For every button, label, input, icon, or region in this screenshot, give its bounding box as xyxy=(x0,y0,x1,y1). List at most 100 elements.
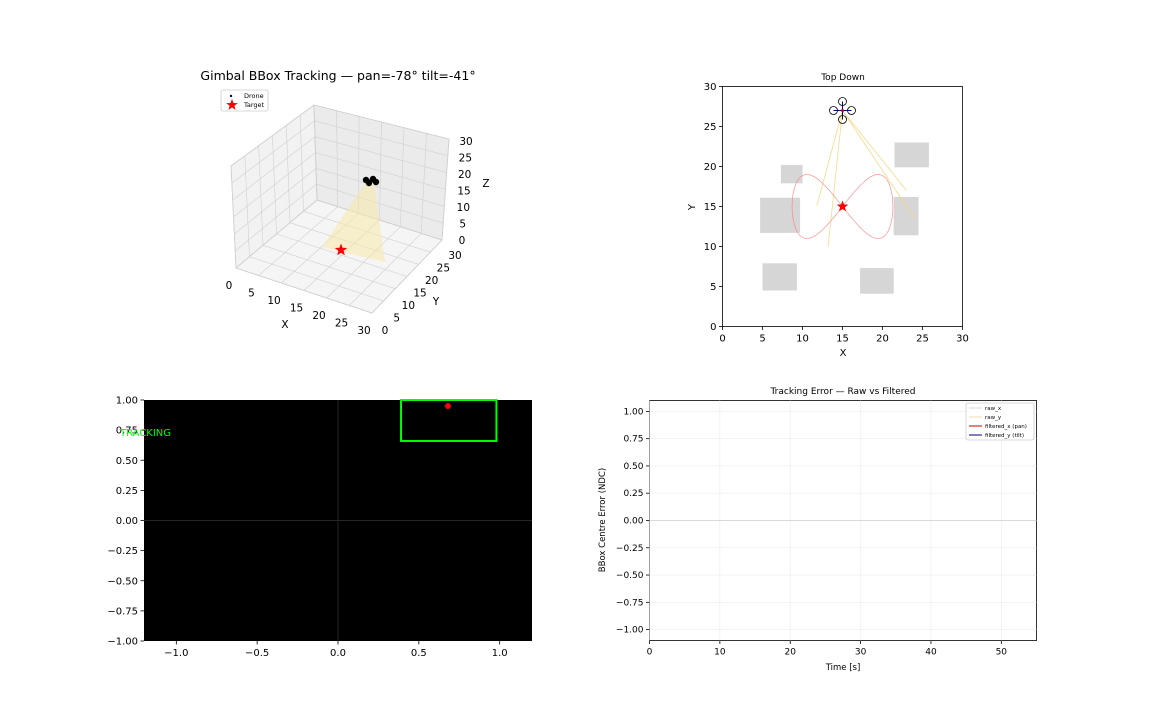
chart-title-3d: Gimbal BBox Tracking — pan=-78° tilt=-41… xyxy=(200,68,475,83)
y-tick-label: 0.00 xyxy=(623,517,643,527)
x-axis-label-3d: X xyxy=(281,319,288,331)
y-tick-label: 0.75 xyxy=(623,435,643,445)
legend-drone-label: Drone xyxy=(244,92,264,100)
x-tick-label: 30 xyxy=(956,334,969,345)
x-tick-label: 20 xyxy=(785,648,797,658)
panel-tracking-error: Tracking Error — Raw vs Filtered 0 10 20 30… xyxy=(598,387,1037,673)
target-marker-top-down xyxy=(836,200,849,212)
panel-top-down: Top Down 0 5 10 15 20 25 30 0 5 10 15 20 25 30 X Y xyxy=(687,73,969,359)
obstacle xyxy=(760,197,801,233)
obstacle xyxy=(762,263,797,291)
z-tick-label-3d: 15 xyxy=(457,186,470,198)
x-tick-label: 0 xyxy=(647,648,653,658)
y-tick-label: 25 xyxy=(704,122,717,133)
legend-raw-x-label: raw_x xyxy=(985,406,1002,412)
obstacle xyxy=(894,142,929,168)
x-tick-label: 1.0 xyxy=(492,648,508,659)
y-tick-label: 1.00 xyxy=(116,396,138,407)
chart-title-tracking-error: Tracking Error — Raw vs Filtered xyxy=(770,387,916,397)
y-tick-label: −0.50 xyxy=(107,576,138,587)
obstacle xyxy=(860,268,894,294)
y-tick-label: 0.50 xyxy=(116,456,138,467)
z-tick-label-3d: 0 xyxy=(459,235,466,247)
y-tick-label: 0 xyxy=(710,322,716,333)
chart-title-top-down: Top Down xyxy=(820,73,865,83)
grid-line-3d xyxy=(441,138,450,241)
gimbal-beam-3d xyxy=(322,181,385,262)
panel-3d-view: Gimbal BBox Tracking — pan=-78° tilt=-41… xyxy=(200,68,489,337)
x-tick-label: −0.5 xyxy=(245,648,269,659)
z-axis-label-3d: Z xyxy=(482,178,489,190)
x-tick-label: 40 xyxy=(925,648,937,658)
y-tick-label-3d: 0 xyxy=(382,325,389,337)
x-tick-label-3d: 10 xyxy=(267,295,280,307)
x-axis-label-top-down: X xyxy=(840,348,847,359)
y-tick-label: 0.75 xyxy=(116,426,138,437)
grid-line-3d xyxy=(371,239,443,314)
panel-camera-view: −1.0 −0.5 0.0 0.5 1.0 1.00 0.75 0.50 0.25 0.00 −0… xyxy=(107,396,532,659)
x-tick-label-3d: 15 xyxy=(290,303,303,315)
drone-rotor xyxy=(847,106,856,115)
y-tick-label: 30 xyxy=(704,82,717,93)
z-tick-label-3d: 30 xyxy=(459,136,472,148)
y-tick-label: 0.25 xyxy=(116,486,138,497)
x-tick-labels-3d: 0 5 10 15 20 25 30 xyxy=(226,280,371,337)
y-tick-label-3d: 25 xyxy=(437,263,450,275)
legend-target-label: Target xyxy=(243,101,265,109)
y-tick-label-3d: 10 xyxy=(402,300,415,312)
z-tick-label-3d: 25 xyxy=(459,153,472,165)
y-tick-label-3d: 5 xyxy=(393,313,400,325)
z-tick-label-3d: 5 xyxy=(459,219,466,231)
y-tick-label: −0.50 xyxy=(616,571,644,581)
legend-filtered-x-label: filtered_x (pan) xyxy=(985,424,1027,430)
obstacle xyxy=(893,196,919,236)
grid-line-3d xyxy=(231,120,315,184)
y-ticks-tracking-error: 1.00 0.75 0.50 0.25 0.00 −0.25 −0.50 −0.75 −1.00 xyxy=(616,407,650,636)
legend-target-marker xyxy=(226,99,238,110)
x-tick-label-3d: 25 xyxy=(335,318,348,330)
grid-3d xyxy=(230,104,450,314)
grid-line-3d xyxy=(316,199,443,241)
y-tick-label: 0.00 xyxy=(116,516,138,527)
drone-rotor xyxy=(838,115,847,124)
y-ticks-camera: 1.00 0.75 0.50 0.25 0.00 −0.25 −0.50 −0.75 −1.00 xyxy=(107,396,144,648)
y-tick-label: −0.75 xyxy=(616,598,644,608)
legend-filtered-y-label: filtered_y (tilt) xyxy=(985,433,1024,439)
z-tick-labels-3d: 0 5 10 15 20 25 30 xyxy=(457,136,473,247)
x-ticks-top-down: 0 5 10 15 20 25 30 xyxy=(719,326,969,345)
x-tick-label: 10 xyxy=(796,334,809,345)
x-tick-label-3d: 30 xyxy=(357,325,370,337)
y-tick-label: 10 xyxy=(704,242,717,253)
y-tick-label-3d: 20 xyxy=(425,275,438,287)
drone-rotor xyxy=(838,97,847,106)
y-tick-label: 15 xyxy=(704,202,717,213)
x-tick-label: 15 xyxy=(836,334,849,345)
y-tick-label: −1.00 xyxy=(616,626,644,636)
z-tick-label-3d: 10 xyxy=(457,202,470,214)
grid-line-3d xyxy=(230,104,315,167)
drone-body xyxy=(841,109,844,112)
y-tick-label-3d: 30 xyxy=(448,250,461,262)
grid-line-3d xyxy=(314,120,448,157)
grid-line-3d xyxy=(313,104,450,140)
gimbal-beams-top-down xyxy=(816,110,915,247)
x-tick-label-3d: 5 xyxy=(248,288,255,300)
x-ticks-camera: −1.0 −0.5 0.0 0.5 1.0 xyxy=(164,641,508,659)
x-tick-label: 20 xyxy=(876,334,889,345)
target-center-point xyxy=(444,403,451,410)
tracking-status-label: TRACKING xyxy=(119,428,171,439)
obstacles xyxy=(760,142,929,294)
x-tick-label: 0 xyxy=(719,334,725,345)
obstacle xyxy=(780,164,803,184)
y-axis-label-tracking-error: BBox Centre Error (NDC) xyxy=(598,468,608,572)
y-tick-label: 0.25 xyxy=(623,489,643,499)
x-tick-label-3d: 20 xyxy=(312,310,325,322)
x-axis-label-tracking-error: Time [s] xyxy=(825,663,861,673)
drone-marker-3d xyxy=(362,175,380,187)
y-axis-label-top-down: Y xyxy=(687,203,698,211)
y-tick-label: −1.00 xyxy=(107,637,138,648)
x-tick-label: 50 xyxy=(996,648,1008,658)
y-tick-label: 20 xyxy=(704,162,717,173)
